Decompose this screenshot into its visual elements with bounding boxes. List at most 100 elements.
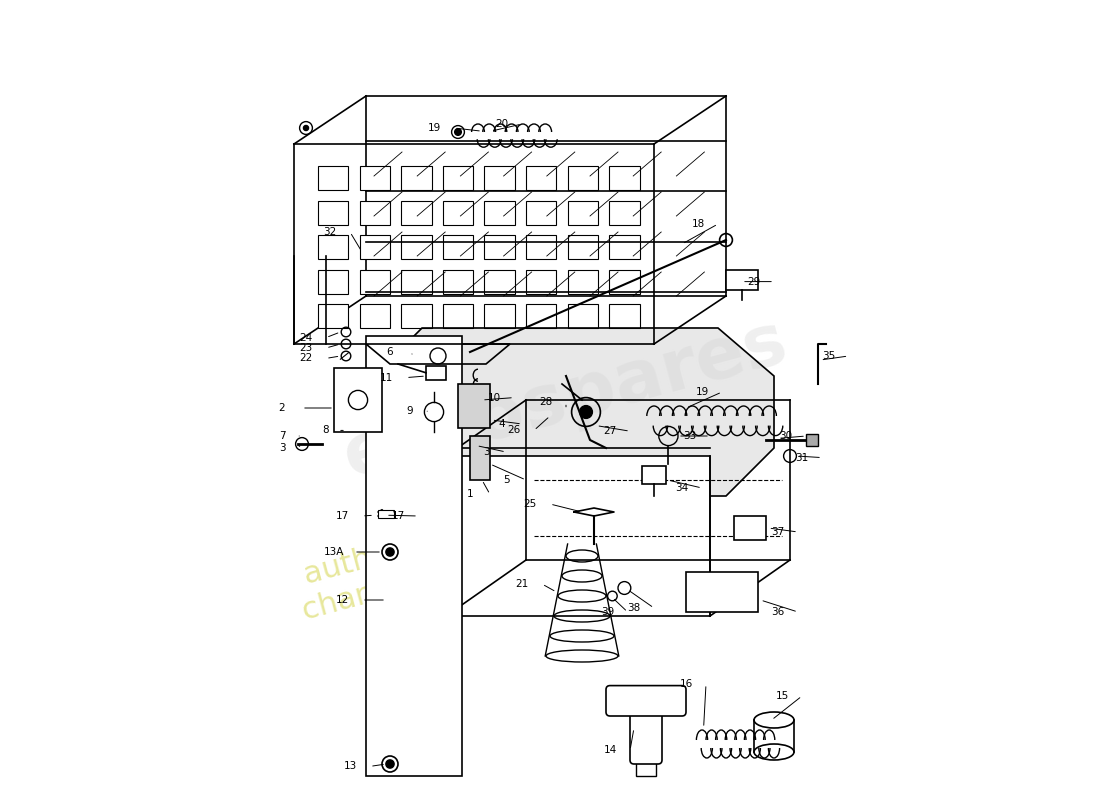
Text: 4: 4 [498,419,505,429]
Bar [526,270,557,294]
Text: 13A: 13A [323,547,344,557]
Bar [484,270,515,294]
Bar [609,304,639,328]
Text: 26: 26 [507,426,520,435]
Text: eurospares: eurospares [337,307,795,493]
Bar [334,368,382,432]
Bar [609,166,639,190]
Bar [526,304,557,328]
Text: 28: 28 [539,398,552,407]
Bar [318,166,349,190]
Bar [402,270,431,294]
Text: 17: 17 [336,511,349,521]
Bar [360,201,390,225]
Circle shape [580,406,593,418]
Text: 22: 22 [299,354,312,363]
FancyBboxPatch shape [606,686,686,716]
Bar [443,235,473,259]
Bar [484,201,515,225]
Bar [526,201,557,225]
Text: 21: 21 [516,579,529,589]
Bar [426,366,446,380]
Text: 1: 1 [466,490,473,499]
Bar [318,201,349,225]
Bar [637,756,656,776]
Text: 12: 12 [336,595,349,605]
Text: 14: 14 [604,746,617,755]
Bar [366,336,462,776]
Bar [526,166,557,190]
Text: 38: 38 [627,603,640,613]
Bar [446,456,710,616]
Text: 35: 35 [822,351,835,361]
Bar [568,235,598,259]
Text: 19: 19 [428,123,441,133]
Text: 39: 39 [601,607,614,617]
Text: 33: 33 [683,431,696,441]
Text: 34: 34 [675,483,689,493]
Text: 32: 32 [323,227,337,237]
Text: 13: 13 [343,762,356,771]
Bar [402,166,431,190]
Bar [484,235,515,259]
Text: 8: 8 [322,426,329,435]
Bar [360,235,390,259]
Text: 5: 5 [503,475,509,485]
Circle shape [386,760,394,768]
Text: 15: 15 [776,691,789,701]
Text: 7: 7 [278,431,285,441]
Bar [609,270,639,294]
Text: 29: 29 [747,277,760,286]
Bar [318,235,349,259]
Bar [609,201,639,225]
Text: 24: 24 [299,333,312,342]
Bar [360,304,390,328]
Text: 37: 37 [771,527,784,537]
Text: 36: 36 [771,607,784,617]
Bar [360,166,390,190]
Text: 9: 9 [407,406,414,416]
Bar [726,270,758,290]
Text: authorized parts
charts since 1985: authorized parts charts since 1985 [290,494,570,626]
Bar [686,572,758,612]
Bar [609,235,639,259]
Bar [402,304,431,328]
Bar [360,270,390,294]
Bar [568,270,598,294]
Text: 30: 30 [780,431,793,441]
Text: 16: 16 [680,679,693,689]
Text: 19: 19 [695,387,708,397]
Text: 31: 31 [795,453,808,462]
Bar [484,166,515,190]
Circle shape [386,548,394,556]
Bar [642,466,666,484]
Text: 27: 27 [604,426,617,436]
Text: 20: 20 [495,119,508,129]
Bar [734,516,766,540]
Bar [458,384,490,428]
Text: 25: 25 [524,499,537,509]
Text: 23: 23 [299,343,312,353]
Bar [568,304,598,328]
Bar [443,166,473,190]
Bar [806,434,818,446]
Text: 3: 3 [483,447,490,457]
FancyBboxPatch shape [630,692,662,764]
Bar [402,235,431,259]
Text: 18: 18 [692,219,705,229]
Bar [470,436,490,480]
Bar [484,304,515,328]
Circle shape [454,129,461,135]
Bar [568,166,598,190]
Text: 6: 6 [387,347,394,357]
Text: 11: 11 [379,373,393,382]
Bar [443,304,473,328]
Bar [402,201,431,225]
Circle shape [304,126,308,130]
Text: 10: 10 [487,393,500,402]
Bar [378,510,394,518]
Bar [443,270,473,294]
Bar [526,235,557,259]
Text: 17: 17 [392,511,405,521]
Bar [568,201,598,225]
